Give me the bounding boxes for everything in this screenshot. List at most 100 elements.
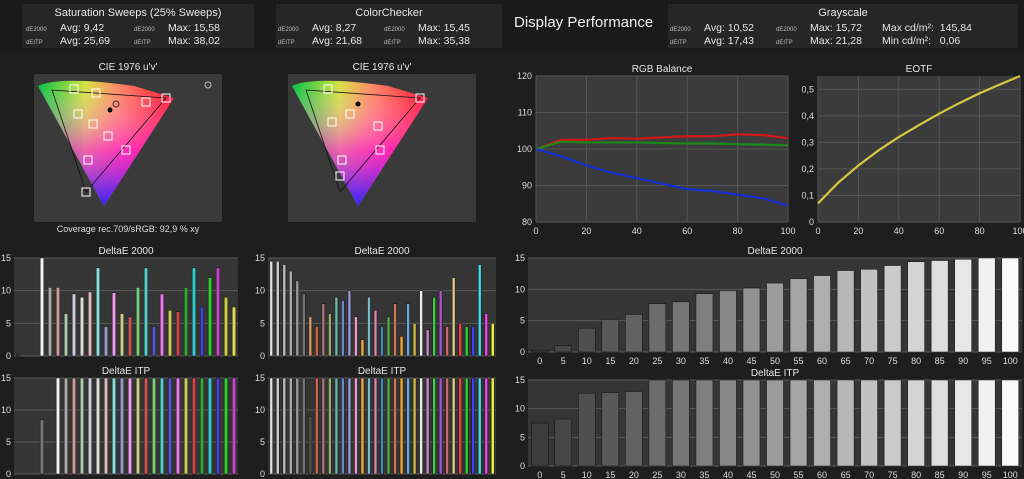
x-tick-label: 10 xyxy=(582,470,592,479)
bar xyxy=(860,379,878,467)
y-tick-label: 0,2 xyxy=(801,164,814,174)
x-tick-label: 80 xyxy=(911,356,921,366)
bar xyxy=(191,267,197,357)
bar xyxy=(425,377,430,475)
saturation-de2000-chart: DeltaE 2000 0 5 10 15 xyxy=(1,246,238,361)
x-tick-label: 100 xyxy=(1012,226,1024,236)
x-tick-label: 75 xyxy=(888,356,898,366)
bar xyxy=(321,303,326,357)
bar xyxy=(445,377,449,475)
bar xyxy=(143,267,149,357)
x-tick-label: 35 xyxy=(699,356,709,366)
bar xyxy=(766,379,784,467)
zoom-icon[interactable] xyxy=(204,81,212,89)
bar xyxy=(386,377,391,475)
y-tick-label: 10 xyxy=(515,404,525,414)
x-tick-label: 65 xyxy=(841,356,851,366)
y-tick-label: 0,1 xyxy=(801,190,814,200)
bar xyxy=(207,277,213,357)
bar xyxy=(625,314,643,353)
y-tick-label: 0,4 xyxy=(801,111,814,121)
bar xyxy=(341,300,345,357)
bar xyxy=(531,422,549,467)
x-tick-label: 15 xyxy=(605,470,615,479)
bar xyxy=(207,377,213,475)
bar xyxy=(648,379,667,467)
bar xyxy=(191,377,197,475)
bar xyxy=(406,303,410,357)
bar xyxy=(406,377,410,475)
x-tick-label: 10 xyxy=(582,356,592,366)
bar xyxy=(55,287,61,357)
x-tick-label: 100 xyxy=(1003,470,1018,479)
y-tick-label: 10 xyxy=(515,284,525,294)
y-tick-label: 110 xyxy=(518,108,532,118)
x-tick-label: 70 xyxy=(864,470,874,479)
bar xyxy=(354,316,358,357)
grayscale-title: Grayscale xyxy=(818,7,868,19)
bar xyxy=(648,303,667,353)
bar xyxy=(127,316,133,357)
bar xyxy=(223,377,229,475)
y-tick-label: 10 xyxy=(255,286,265,296)
chart-title: DeltaE ITP xyxy=(358,366,407,377)
bar xyxy=(907,261,925,353)
bar xyxy=(159,377,165,475)
grayscale-summary: Grayscale dE2000 Avg: 10,52 dE2000 Max: 15… xyxy=(668,4,1018,48)
bar xyxy=(471,326,475,357)
bar xyxy=(269,377,273,475)
y-tick-label: 0 xyxy=(520,347,525,357)
bar xyxy=(276,377,280,475)
bar xyxy=(87,291,93,357)
bar xyxy=(432,377,436,475)
bar xyxy=(836,270,855,353)
bar xyxy=(464,377,469,475)
bar xyxy=(175,377,181,475)
bar xyxy=(451,377,456,475)
y-tick-label: 15 xyxy=(1,373,11,383)
plot-area xyxy=(818,76,1020,222)
bar xyxy=(625,391,643,467)
y-tick-label: 0 xyxy=(260,351,265,361)
x-tick-label: 60 xyxy=(934,226,944,236)
y-tick-label: 5 xyxy=(260,318,265,328)
x-tick-label: 25 xyxy=(652,470,662,479)
bar xyxy=(119,377,125,475)
bar xyxy=(477,264,482,357)
saturation-targets xyxy=(69,84,171,197)
bar xyxy=(127,377,133,475)
bar xyxy=(380,326,384,357)
y-tick-label: 0 xyxy=(809,217,814,227)
bar xyxy=(47,287,53,357)
bar xyxy=(143,377,149,475)
chart-title: DeltaE ITP xyxy=(751,368,800,379)
bar xyxy=(883,379,902,467)
bar xyxy=(151,326,157,357)
x-tick-label: 30 xyxy=(676,470,686,479)
bar xyxy=(87,377,93,475)
y-tick-label: 5 xyxy=(260,437,265,447)
bar xyxy=(601,319,620,353)
x-tick-label: 40 xyxy=(723,356,733,366)
bar xyxy=(223,296,229,357)
bar xyxy=(231,377,237,475)
sat-itp-max: Max: 38,02 xyxy=(168,35,220,47)
x-tick-label: 35 xyxy=(699,470,709,479)
bar xyxy=(419,377,423,475)
bar xyxy=(367,377,371,475)
bar xyxy=(282,264,287,357)
bar xyxy=(578,392,596,467)
bar xyxy=(954,379,972,467)
bar xyxy=(95,267,101,357)
bar xyxy=(977,257,996,353)
bar xyxy=(183,287,189,357)
colorchecker-de2000-chart: DeltaE 2000 0 5 10 15 xyxy=(255,246,496,361)
bar xyxy=(373,310,378,357)
colorchecker-itp-chart: DeltaE ITP 0 5 10 15 xyxy=(255,366,496,479)
x-tick-label: 85 xyxy=(935,356,945,366)
bar xyxy=(151,377,157,475)
bar xyxy=(119,313,125,357)
x-tick-label: 0 xyxy=(815,226,820,236)
bar xyxy=(491,323,495,357)
x-tick-label: 0 xyxy=(537,356,542,366)
